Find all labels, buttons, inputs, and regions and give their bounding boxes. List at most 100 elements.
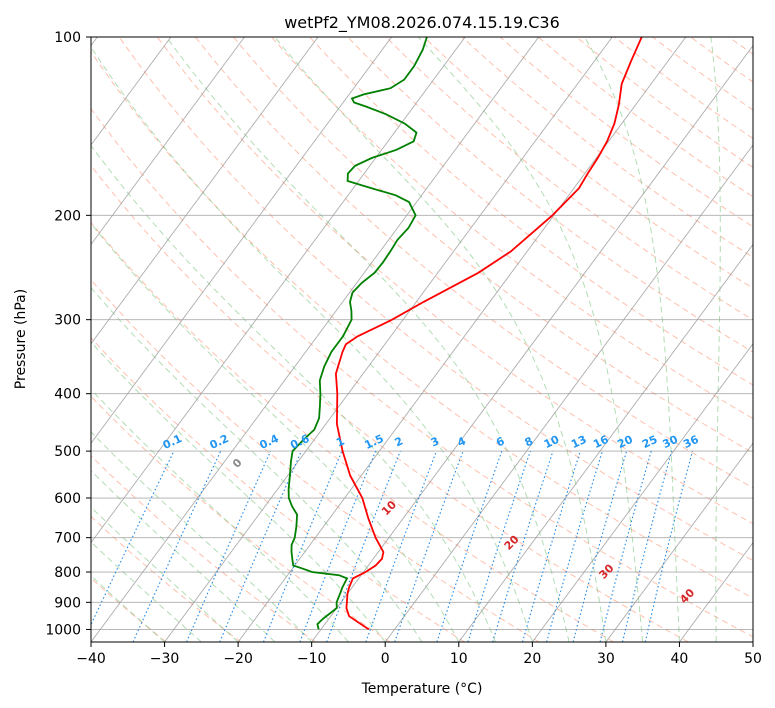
mixing-ratio-line — [572, 450, 628, 642]
mixing-ratio-line — [644, 450, 694, 642]
dry-adiabat — [347, 37, 753, 353]
dry-adiabat — [91, 337, 465, 642]
mixing-ratio-label: 20 — [615, 433, 635, 451]
y-tick-label: 1000 — [45, 622, 81, 638]
isotherm — [311, 44, 753, 642]
y-tick-label: 900 — [54, 595, 81, 611]
isotherm — [237, 37, 687, 642]
isotherm — [458, 243, 753, 642]
x-tick-label: 20 — [523, 651, 541, 667]
dry-adiabat — [194, 37, 753, 489]
mixing-ratio-label: 16 — [591, 433, 611, 451]
mixing-ratio-label: 30 — [661, 433, 681, 451]
x-axis-label: Temperature (°C) — [361, 681, 483, 697]
dry-adiabat — [91, 395, 391, 642]
x-tick-label: −30 — [150, 651, 180, 667]
x-tick-label: 40 — [671, 651, 689, 667]
mixing-ratio-line — [186, 450, 272, 642]
moist-adiabat — [91, 144, 497, 642]
mixing-ratio-label: 4 — [455, 434, 468, 449]
x-tick-label: −40 — [76, 651, 106, 667]
plot-frame — [90, 36, 754, 643]
x-tick-label: 30 — [597, 651, 615, 667]
mixing-ratio-line — [467, 450, 531, 642]
y-tick-label: 300 — [54, 313, 81, 329]
moist-adiabat — [710, 37, 721, 642]
mixing-ratio-line — [219, 450, 302, 642]
mixing-ratio-label: 3 — [429, 434, 441, 449]
y-tick-label: 700 — [54, 531, 81, 547]
dry-adiabat — [91, 221, 614, 642]
y-axis-label: Pressure (hPa) — [13, 289, 29, 389]
x-tick-label: 10 — [450, 651, 468, 667]
mixing-ratio-label: 36 — [681, 433, 701, 451]
moist-adiabat — [91, 46, 533, 642]
mixing-ratio-label: 1 — [334, 434, 346, 449]
mixing-ratio-line — [599, 450, 652, 642]
dry-adiabat — [91, 279, 540, 642]
isotherm — [752, 641, 753, 642]
isotherm — [91, 37, 245, 246]
moist-adiabat-label: 20 — [502, 533, 522, 553]
isotherm — [91, 37, 172, 146]
isotherm — [531, 343, 753, 642]
mixing-ratio-line — [326, 450, 401, 642]
isotherm — [91, 37, 466, 544]
y-tick-label: 400 — [54, 387, 81, 403]
x-tick-label: −20 — [223, 651, 253, 667]
dry-adiabat-label: -10 — [61, 406, 84, 430]
y-tick-label: 600 — [54, 491, 81, 507]
y-tick-label: 500 — [54, 444, 81, 460]
dry-adiabat — [118, 37, 753, 562]
isotherm — [384, 144, 753, 642]
mixing-ratio-line — [622, 450, 673, 642]
isotherm — [679, 541, 753, 642]
mixing-ratio-line — [262, 450, 343, 642]
moist-adiabat-label: 0 — [230, 456, 245, 471]
dry-adiabat — [91, 164, 689, 642]
moist-adiabat — [91, 388, 349, 642]
series-line-green — [287, 37, 428, 630]
isotherm — [164, 37, 613, 642]
mixing-ratio-line — [299, 450, 377, 642]
dry-adiabat — [233, 37, 753, 454]
dry-adiabat — [91, 577, 167, 642]
moist-adiabat — [91, 222, 460, 642]
isotherm — [91, 37, 319, 345]
mixing-ratio-line — [436, 450, 503, 642]
dry-adiabat — [91, 50, 753, 599]
dry-adiabat — [767, 37, 775, 642]
moist-adiabat — [274, 37, 607, 642]
dry-adiabat — [271, 37, 753, 420]
moist-adiabat — [91, 341, 386, 642]
dry-adiabat — [728, 37, 753, 55]
dry-adiabat — [156, 37, 753, 525]
dry-adiabat — [690, 37, 753, 83]
moist-adiabat — [417, 37, 644, 642]
mixing-ratio-line — [365, 450, 438, 642]
isotherm — [91, 37, 540, 642]
moist-adiabat-label: 40 — [677, 586, 697, 606]
dry-adiabat — [309, 37, 753, 386]
mixing-ratio-label: 13 — [569, 433, 588, 451]
dry-adiabat — [385, 37, 753, 321]
moist-adiabat — [91, 506, 239, 642]
dry-adiabat — [614, 37, 753, 140]
moist-adiabat-label: 30 — [597, 561, 617, 581]
moist-adiabat-label: 10 — [379, 498, 399, 518]
mixing-ratio-label: 0.1 — [161, 432, 184, 452]
dry-adiabat — [91, 515, 242, 642]
x-tick-label: −10 — [297, 651, 327, 667]
dry-adiabat — [91, 107, 753, 638]
y-tick-label: 200 — [54, 208, 81, 224]
dry-adiabat-label: -20 — [0, 380, 3, 404]
y-tick-label: 800 — [54, 565, 81, 581]
moist-adiabat — [91, 575, 165, 642]
moist-adiabat — [584, 37, 680, 642]
mixing-ratio-line — [521, 450, 581, 642]
mixing-ratio-label: 0.4 — [258, 432, 281, 452]
series-line-red — [334, 37, 643, 631]
dry-adiabat — [499, 37, 753, 228]
mixing-ratio-line — [492, 450, 554, 642]
